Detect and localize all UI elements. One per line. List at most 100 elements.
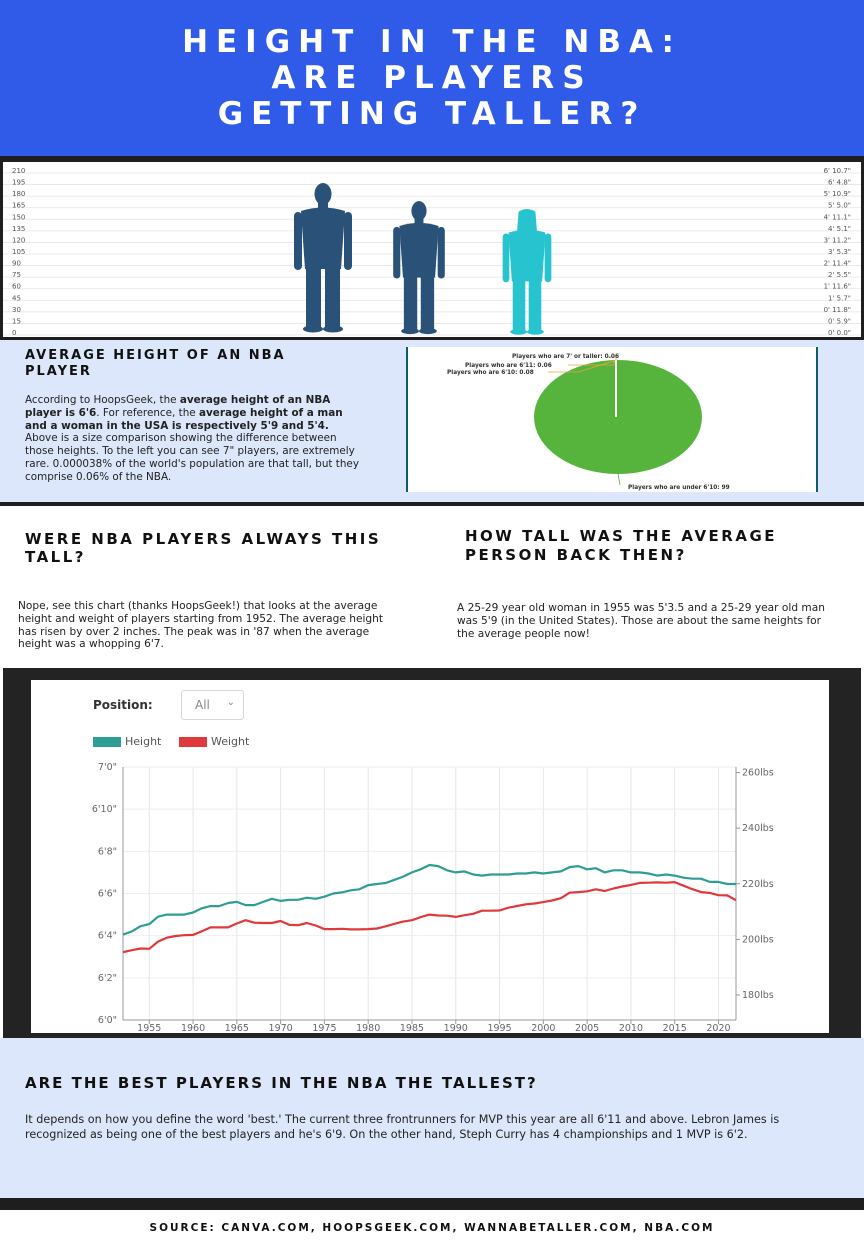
ruler-tick-right: 6' 10.7" xyxy=(824,167,851,175)
x-tick-label: 1985 xyxy=(400,1023,424,1033)
divider-bar xyxy=(0,502,864,506)
ruler-tick-left: 210 xyxy=(12,167,25,175)
ruler-tick-right: 0' 11.8" xyxy=(824,306,851,314)
nba-player-silhouette xyxy=(294,183,352,333)
series-line-weight[interactable] xyxy=(122,881,737,954)
man-silhouette xyxy=(393,201,445,335)
y-right-tick-label: 200lbs xyxy=(742,934,774,945)
ruler-tick-left: 45 xyxy=(12,294,21,302)
best-players-section xyxy=(0,1038,864,1198)
legend-label-weight[interactable]: Weight xyxy=(211,735,250,748)
pie-label-6-11: Players who are 6'11: 0.06 xyxy=(465,363,552,369)
height-scale-svg: 210 6' 10.7" 195 6' 4.8" 180 5' 10.9" 165 5' 5.… xyxy=(3,167,861,337)
divider-bar xyxy=(0,337,864,340)
ruler-tick-right: 3' 11.2" xyxy=(824,236,851,244)
x-tick-label: 1995 xyxy=(487,1023,511,1033)
y-right-tick-label: 260lbs xyxy=(742,768,774,779)
best-players-heading: ARE THE BEST PLAYERS IN THE NBA THE TALL… xyxy=(25,1074,538,1092)
ruler-tick-left: 195 xyxy=(12,179,25,187)
x-tick-label: 1975 xyxy=(312,1023,336,1033)
ruler-tick-left: 180 xyxy=(12,190,25,198)
x-tick-label: 1965 xyxy=(225,1023,249,1033)
position-filter-label: Position: xyxy=(93,698,153,712)
ruler-tick-left: 150 xyxy=(12,213,25,221)
ruler-tick-right: 1' 5.7" xyxy=(828,294,851,302)
y-left-tick-label: 6'6" xyxy=(98,889,117,900)
ruler-tick-right: 4' 5.1" xyxy=(828,225,851,233)
series-line-height[interactable] xyxy=(122,863,736,936)
y-left-tick-label: 6'4" xyxy=(98,931,117,942)
ruler-tick-right: 4' 11.1" xyxy=(824,213,851,221)
ruler-tick-right: 5' 10.9" xyxy=(824,190,851,198)
best-players-paragraph: It depends on how you define the word 'b… xyxy=(25,1113,780,1141)
x-tick-label: 1960 xyxy=(181,1023,205,1033)
height-comparison: 210 6' 10.7" 195 6' 4.8" 180 5' 10.9" 165 5' 5.… xyxy=(0,162,864,337)
ruler-tick-right: 2' 11.4" xyxy=(824,260,851,268)
legend-swatch-height[interactable] xyxy=(93,737,121,747)
ruler-tick-right: 1' 11.6" xyxy=(824,283,851,291)
ruler-tick-left: 15 xyxy=(12,317,21,325)
woman-silhouette xyxy=(502,209,552,335)
y-right-tick-label: 180lbs xyxy=(742,990,774,1001)
back-then-paragraph: A 25-29 year old woman in 1955 was 5'3.5… xyxy=(457,602,825,640)
ruler-tick-left: 105 xyxy=(12,248,25,256)
x-tick-label: 2010 xyxy=(619,1023,643,1033)
ruler-tick-right: 3' 5.3" xyxy=(828,248,851,256)
avg-bold-2: average height of a man and a woman in t… xyxy=(25,406,343,432)
divider-bar xyxy=(0,156,864,162)
title-line-2: ARE PLAYERS xyxy=(271,60,593,96)
y-left-tick-label: 6'0" xyxy=(98,1015,117,1026)
always-tall-paragraph: Nope, see this chart (thanks HoopsGeek!)… xyxy=(18,600,383,651)
pie-slice-under-6-10 xyxy=(534,360,702,474)
title-banner: HEIGHT IN THE NBA: ARE PLAYERS GETTING T… xyxy=(0,0,864,156)
x-tick-label: 1990 xyxy=(444,1023,468,1033)
avg-height-paragraph: According to HoopsGeek, the average heig… xyxy=(25,394,360,484)
ruler-tick-right: 5' 5.0" xyxy=(828,202,851,210)
ruler-tick-left: 120 xyxy=(12,236,25,244)
ruler-tick-right: 0' 5.9" xyxy=(828,317,851,325)
x-tick-label: 2000 xyxy=(531,1023,555,1033)
pie-leader-6-10 xyxy=(548,360,615,373)
ruler-tick-right: 6' 4.8" xyxy=(828,179,851,187)
title-line-1: HEIGHT IN THE NBA: xyxy=(182,24,682,60)
ruler-tick-left: 165 xyxy=(12,202,25,210)
x-tick-label: 2015 xyxy=(663,1023,687,1033)
ruler-tick-left: 60 xyxy=(12,283,21,291)
position-select[interactable]: All ⌄ xyxy=(181,690,244,720)
ruler-tick-right: 0' 0.0" xyxy=(828,329,851,337)
pie-label-6-10: Players who are 6'10: 0.08 xyxy=(447,370,534,376)
y-right-tick-label: 220lbs xyxy=(742,879,774,890)
legend-swatch-weight[interactable] xyxy=(179,737,207,747)
avg-bold-1: average height of an NBA player is 6'6 xyxy=(25,394,331,419)
ruler-tick-left: 0 xyxy=(12,329,16,337)
x-tick-label: 1970 xyxy=(269,1023,293,1033)
pie-chart: Players who are 7' or taller: 0.06 Playe… xyxy=(447,354,730,491)
pie-leader-under xyxy=(617,473,621,486)
back-then-heading: HOW TALL WAS THE AVERAGE PERSON BACK THE… xyxy=(465,527,778,564)
title-line-3: GETTING TALLER? xyxy=(217,96,647,132)
y-left-tick-label: 6'10" xyxy=(92,804,117,815)
y-left-tick-label: 6'8" xyxy=(98,846,117,857)
y-left-tick-label: 7'0" xyxy=(98,762,117,773)
page-title: HEIGHT IN THE NBA: ARE PLAYERS GETTING T… xyxy=(0,24,864,132)
pie-chart-panel: Players who are 7' or taller: 0.06 Playe… xyxy=(406,347,818,492)
x-tick-label: 1955 xyxy=(137,1023,161,1033)
pie-label-under: Players who are under 6'10: 99 xyxy=(628,485,730,491)
divider-bar xyxy=(0,1198,864,1210)
avg-text-2: . For reference, the xyxy=(96,406,199,419)
pie-label-7ft: Players who are 7' or taller: 0.06 xyxy=(512,354,619,360)
height-weight-line-chart: 1955 1960 1965 1970 1975 1980 1985 1990 1995 2000… xyxy=(92,762,774,1033)
legend-label-height[interactable]: Height xyxy=(125,735,162,748)
ruler-tick-left: 135 xyxy=(12,225,25,233)
x-tick-label: 2005 xyxy=(575,1023,599,1033)
always-tall-heading: WERE NBA PLAYERS ALWAYS THIS TALL? xyxy=(25,530,382,566)
avg-height-heading: AVERAGE HEIGHT OF AN NBA PLAYER xyxy=(25,348,286,379)
ruler-tick-right: 2' 5.5" xyxy=(828,271,851,279)
avg-text-1: According to HoopsGeek, the xyxy=(25,394,180,406)
ruler-tick-left: 30 xyxy=(12,306,21,314)
ruler-tick-left: 90 xyxy=(12,260,21,268)
pie-leader-7ft xyxy=(608,356,617,360)
avg-text-3: Above is a size comparison showing the d… xyxy=(25,432,359,483)
x-tick-label: 2020 xyxy=(706,1023,730,1033)
x-tick-label: 1980 xyxy=(356,1023,380,1033)
